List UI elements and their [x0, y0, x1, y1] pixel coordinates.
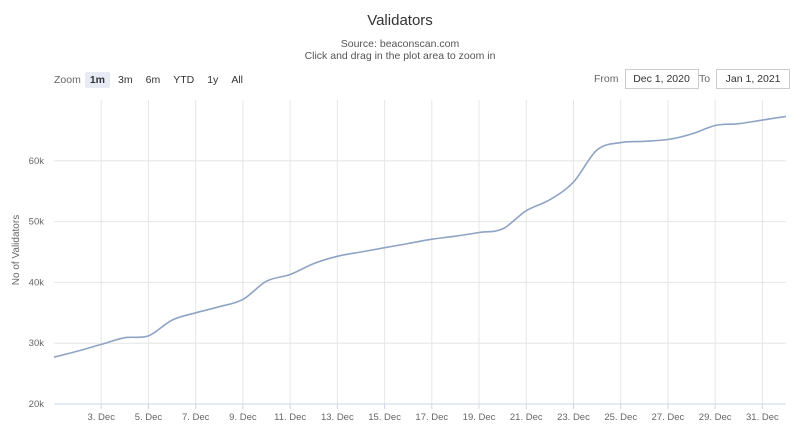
- zoom-1m-button[interactable]: 1m: [84, 72, 111, 88]
- data-point[interactable]: [75, 349, 80, 354]
- data-point[interactable]: [335, 254, 340, 259]
- x-tick-label: 13. Dec: [321, 412, 354, 423]
- data-point[interactable]: [642, 139, 647, 144]
- from-label: From: [594, 73, 619, 85]
- y-tick-label: 20k: [29, 399, 45, 410]
- x-tick-label: 23. Dec: [557, 412, 590, 423]
- y-axis-label: No of Validators: [11, 215, 22, 285]
- data-point[interactable]: [618, 140, 623, 145]
- data-point[interactable]: [264, 279, 269, 284]
- zoom-all-button[interactable]: All: [231, 74, 243, 86]
- x-tick-label: 11. Dec: [274, 412, 306, 423]
- data-point[interactable]: [760, 118, 765, 123]
- data-point[interactable]: [665, 137, 670, 142]
- data-point[interactable]: [146, 333, 151, 338]
- zoom-label: Zoom: [54, 74, 81, 86]
- x-tick-label: 9. Dec: [229, 412, 257, 423]
- range-to: To Jan 1, 2021: [699, 69, 791, 89]
- y-tick-label: 40k: [29, 277, 45, 288]
- x-tick-label: 31. Dec: [746, 412, 779, 423]
- data-point[interactable]: [713, 123, 718, 128]
- data-point[interactable]: [170, 318, 175, 323]
- zoom-3m-button[interactable]: 3m: [118, 74, 133, 86]
- data-point[interactable]: [288, 272, 293, 277]
- zoom-6m-button[interactable]: 6m: [145, 74, 161, 86]
- x-tick-label: 21. Dec: [510, 412, 543, 423]
- data-point[interactable]: [406, 241, 411, 246]
- zoom-bar: Zoom 1m 3m 6m YTD 1y All: [54, 72, 251, 88]
- data-point[interactable]: [311, 261, 316, 266]
- to-date-input[interactable]: Jan 1, 2021: [716, 69, 791, 89]
- data-point[interactable]: [595, 147, 600, 152]
- data-point[interactable]: [500, 226, 505, 231]
- data-point[interactable]: [784, 114, 789, 119]
- x-axis-ticks: 3. Dec 5. Dec 7. Dec 9. Dec 11. Dec 13. Dec 15…: [54, 403, 786, 423]
- zoom-1y-button[interactable]: 1y: [207, 74, 219, 86]
- x-tick-label: 5. Dec: [135, 412, 163, 423]
- x-tick-label: 17. Dec: [415, 412, 448, 423]
- data-point[interactable]: [429, 237, 434, 242]
- x-tick-label: 15. Dec: [368, 412, 401, 423]
- series-layer: [52, 114, 789, 360]
- data-point[interactable]: [358, 250, 363, 255]
- grid-layer: [54, 100, 786, 405]
- series-line[interactable]: [53, 115, 787, 358]
- data-point[interactable]: [382, 245, 387, 250]
- y-axis-ticks: 20k 30k 40k 50k 60k: [29, 156, 45, 410]
- chart-title: Validators: [367, 12, 433, 29]
- data-point[interactable]: [193, 310, 198, 315]
- data-point[interactable]: [453, 234, 458, 239]
- data-point[interactable]: [122, 335, 127, 340]
- x-tick-label: 19. Dec: [463, 412, 496, 423]
- x-tick-label: 27. Dec: [652, 412, 685, 423]
- data-point[interactable]: [217, 304, 222, 309]
- from-date-input[interactable]: Dec 1, 2020: [624, 69, 699, 89]
- x-tick-label: 3. Dec: [87, 412, 115, 423]
- data-point[interactable]: [99, 342, 104, 347]
- chart-source: Source: beaconscan.com: [340, 38, 460, 50]
- data-point[interactable]: [571, 180, 576, 185]
- data-point[interactable]: [477, 230, 482, 235]
- data-point[interactable]: [689, 132, 694, 137]
- y-tick-label: 30k: [29, 338, 45, 349]
- x-tick-label: 25. Dec: [604, 412, 637, 423]
- data-point[interactable]: [547, 197, 552, 202]
- chart-zoom-hint: Click and drag in the plot area to zoom …: [304, 50, 496, 62]
- data-point[interactable]: [736, 121, 741, 126]
- zoom-ytd-button[interactable]: YTD: [173, 74, 195, 86]
- to-label: To: [699, 73, 711, 85]
- x-tick-label: 7. Dec: [182, 412, 210, 423]
- range-from: From Dec 1, 2020: [594, 69, 699, 89]
- data-point[interactable]: [240, 297, 245, 302]
- data-point[interactable]: [524, 208, 529, 213]
- x-tick-label: 29. Dec: [699, 412, 732, 423]
- y-tick-label: 60k: [29, 156, 45, 167]
- data-point[interactable]: [52, 355, 57, 360]
- y-tick-label: 50k: [29, 217, 45, 228]
